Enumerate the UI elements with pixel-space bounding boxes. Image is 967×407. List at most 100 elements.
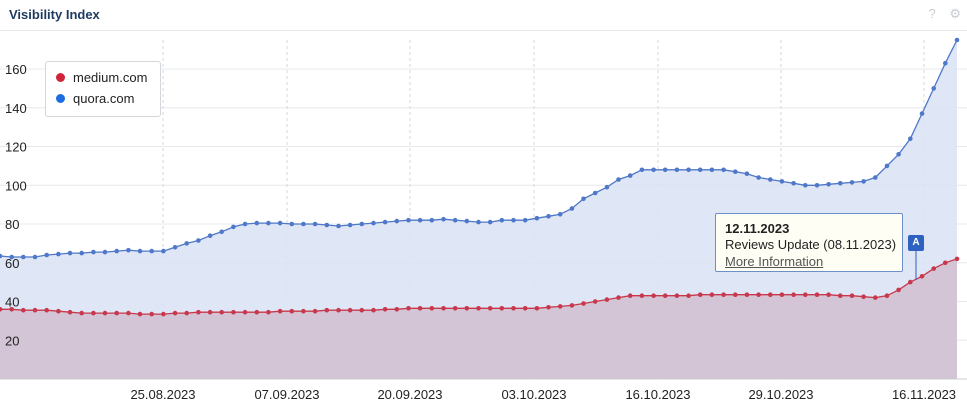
point-quora-com[interactable]: [522, 217, 528, 223]
point-medium-com[interactable]: [476, 306, 481, 311]
point-medium-com[interactable]: [721, 292, 726, 298]
point-medium-com[interactable]: [0, 307, 3, 312]
point-quora-com[interactable]: [546, 214, 551, 219]
point-medium-com[interactable]: [487, 306, 493, 311]
point-quora-com[interactable]: [441, 216, 446, 222]
point-quora-com[interactable]: [394, 218, 400, 224]
point-medium-com[interactable]: [709, 292, 715, 298]
question-icon[interactable]: ?: [928, 6, 936, 21]
point-quora-com[interactable]: [44, 252, 49, 258]
point-quora-com[interactable]: [359, 221, 365, 227]
point-medium-com[interactable]: [581, 301, 586, 306]
point-quora-com[interactable]: [207, 233, 213, 238]
point-quora-com[interactable]: [908, 136, 913, 142]
point-medium-com[interactable]: [266, 309, 271, 315]
point-quora-com[interactable]: [231, 224, 236, 230]
point-quora-com[interactable]: [627, 173, 633, 178]
point-medium-com[interactable]: [102, 310, 108, 316]
point-quora-com[interactable]: [149, 248, 154, 254]
point-quora-com[interactable]: [79, 250, 84, 256]
legend-item-quora[interactable]: quora.com: [56, 91, 134, 106]
point-quora-com[interactable]: [931, 86, 936, 91]
point-medium-com[interactable]: [639, 293, 645, 299]
point-quora-com[interactable]: [114, 248, 119, 254]
point-medium-com[interactable]: [406, 306, 411, 311]
point-quora-com[interactable]: [312, 221, 318, 227]
point-medium-com[interactable]: [616, 295, 621, 300]
point-medium-com[interactable]: [803, 292, 808, 298]
point-quora-com[interactable]: [709, 167, 715, 173]
point-medium-com[interactable]: [441, 306, 446, 311]
point-medium-com[interactable]: [464, 306, 470, 311]
point-quora-com[interactable]: [569, 206, 575, 211]
legend-item-medium[interactable]: medium.com: [56, 70, 147, 85]
point-quora-com[interactable]: [581, 196, 586, 202]
point-medium-com[interactable]: [161, 311, 166, 317]
point-quora-com[interactable]: [873, 175, 878, 180]
point-quora-com[interactable]: [172, 245, 178, 250]
point-quora-com[interactable]: [779, 179, 785, 184]
point-quora-com[interactable]: [452, 217, 458, 223]
point-medium-com[interactable]: [184, 310, 189, 316]
point-quora-com[interactable]: [756, 175, 761, 180]
point-quora-com[interactable]: [534, 215, 540, 221]
point-quora-com[interactable]: [861, 179, 866, 184]
point-medium-com[interactable]: [627, 293, 633, 299]
point-medium-com[interactable]: [651, 293, 656, 299]
point-quora-com[interactable]: [91, 249, 96, 255]
point-quora-com[interactable]: [289, 221, 295, 227]
point-medium-com[interactable]: [114, 310, 119, 316]
point-quora-com[interactable]: [487, 219, 493, 225]
point-quora-com[interactable]: [686, 167, 691, 173]
point-quora-com[interactable]: [324, 222, 330, 228]
point-medium-com[interactable]: [289, 308, 295, 314]
point-medium-com[interactable]: [359, 307, 365, 313]
point-medium-com[interactable]: [452, 306, 458, 311]
point-quora-com[interactable]: [277, 220, 283, 226]
point-medium-com[interactable]: [499, 306, 505, 311]
point-quora-com[interactable]: [0, 253, 3, 259]
point-quora-com[interactable]: [697, 167, 703, 173]
point-medium-com[interactable]: [943, 260, 948, 266]
point-quora-com[interactable]: [884, 163, 890, 169]
point-quora-com[interactable]: [464, 218, 470, 224]
point-quora-com[interactable]: [849, 180, 855, 185]
point-medium-com[interactable]: [733, 292, 738, 298]
point-medium-com[interactable]: [324, 307, 330, 313]
point-medium-com[interactable]: [149, 311, 154, 317]
point-medium-com[interactable]: [931, 266, 936, 271]
point-quora-com[interactable]: [242, 221, 248, 227]
point-medium-com[interactable]: [137, 311, 143, 317]
point-quora-com[interactable]: [616, 177, 621, 182]
point-quora-com[interactable]: [382, 219, 388, 225]
point-medium-com[interactable]: [604, 297, 610, 302]
point-quora-com[interactable]: [826, 182, 831, 187]
point-quora-com[interactable]: [791, 181, 796, 186]
point-quora-com[interactable]: [161, 248, 166, 254]
point-quora-com[interactable]: [9, 254, 14, 260]
point-quora-com[interactable]: [102, 249, 108, 255]
point-medium-com[interactable]: [371, 307, 376, 313]
point-medium-com[interactable]: [21, 307, 26, 313]
point-medium-com[interactable]: [277, 308, 283, 314]
point-quora-com[interactable]: [266, 220, 271, 226]
point-medium-com[interactable]: [67, 309, 73, 315]
point-quora-com[interactable]: [196, 238, 201, 243]
point-medium-com[interactable]: [254, 309, 260, 315]
point-medium-com[interactable]: [32, 307, 38, 313]
point-medium-com[interactable]: [301, 308, 306, 314]
point-medium-com[interactable]: [417, 306, 423, 311]
point-quora-com[interactable]: [417, 217, 423, 223]
point-medium-com[interactable]: [662, 293, 668, 299]
point-quora-com[interactable]: [499, 217, 505, 223]
point-quora-com[interactable]: [896, 152, 901, 157]
point-medium-com[interactable]: [382, 307, 388, 312]
point-medium-com[interactable]: [312, 308, 318, 314]
point-medium-com[interactable]: [592, 299, 598, 304]
point-medium-com[interactable]: [919, 274, 925, 279]
point-medium-com[interactable]: [674, 293, 680, 299]
point-quora-com[interactable]: [347, 222, 353, 228]
point-quora-com[interactable]: [126, 247, 131, 253]
point-medium-com[interactable]: [56, 308, 61, 314]
point-medium-com[interactable]: [873, 295, 878, 300]
